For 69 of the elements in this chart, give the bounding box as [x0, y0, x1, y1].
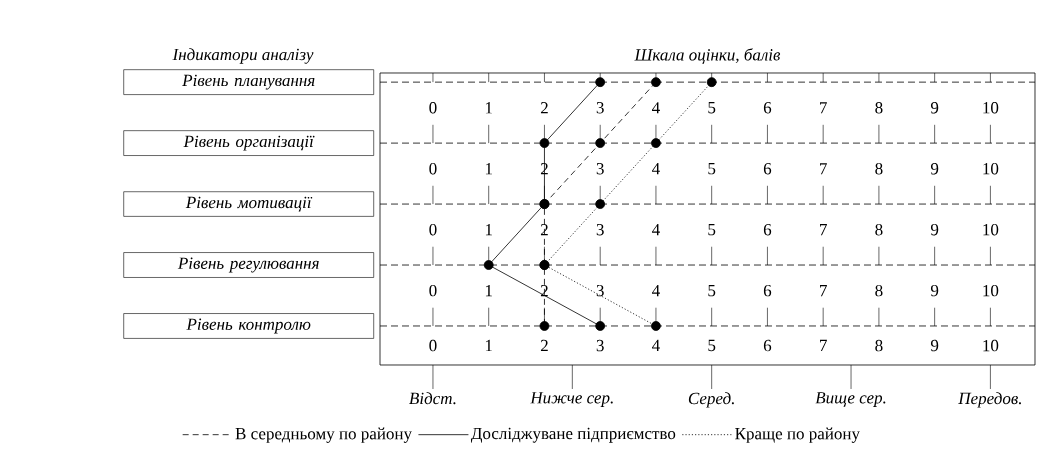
annotation: 1 [485, 224, 492, 236]
ref-line-label: Передов. [958, 392, 1021, 408]
annotation: 0 [429, 162, 437, 175]
x-tick-label: 7 [820, 339, 827, 351]
annotation: 2 [540, 102, 548, 114]
annotation: 4 [652, 285, 660, 297]
x-tick-label: 1 [485, 339, 492, 352]
annotation: 9 [930, 102, 939, 114]
annotation: 3 [596, 284, 604, 297]
annotation: 3 [596, 102, 604, 114]
annotation: 8 [875, 162, 883, 175]
x-tick-label: 8 [875, 339, 883, 352]
x-tick-label: 9 [930, 339, 939, 352]
x-tick-label: 2 [540, 339, 548, 352]
annotation: 8 [875, 284, 883, 297]
annotation: 3 [596, 162, 604, 175]
text: Індикатори аналізу [172, 48, 314, 64]
annotation: 8 [875, 223, 883, 236]
annotation: 5 [708, 102, 716, 114]
x-tick-label: 10 [983, 339, 999, 352]
annotation: 1 [485, 285, 492, 297]
annotation: 5 [708, 284, 716, 297]
annotation: 0 [429, 223, 437, 236]
annotation: 9 [930, 284, 939, 297]
chart-title: Шкала оцінки, балів [634, 48, 781, 64]
annotation: 10 [983, 223, 999, 236]
y-tick-label: Рівень планування [182, 74, 315, 90]
annotation: 6 [763, 223, 772, 236]
annotation: 1 [485, 102, 492, 114]
x-tick-label: 5 [708, 339, 716, 352]
annotation: 10 [983, 102, 999, 114]
annotation: 10 [983, 284, 999, 297]
annotation: 4 [652, 163, 660, 175]
annotation: 7 [820, 285, 827, 297]
x-tick-label: 6 [763, 339, 772, 352]
annotation: 6 [763, 284, 772, 297]
annotation: 10 [983, 162, 999, 175]
ref-line-label: Серед. [688, 392, 734, 408]
legend-label: Досліджуване підприємство [470, 427, 676, 443]
ref-line-label: Нижче сер. [530, 392, 613, 407]
y-tick-label: Рівень організації [183, 135, 315, 151]
y-tick-label: Рівень контролю [186, 318, 311, 334]
y-tick-label: Рівень регулювання [177, 257, 319, 273]
annotation: 6 [763, 162, 772, 175]
x-tick-label: 4 [652, 339, 660, 352]
annotation: 3 [596, 223, 604, 236]
legend-label: Краще по району [735, 427, 860, 443]
ref-line-label: Відст. [409, 392, 456, 405]
annotation: 8 [875, 102, 883, 114]
annotation: 7 [820, 224, 827, 236]
annotation: 4 [652, 102, 660, 114]
annotation: 4 [652, 224, 660, 236]
annotation: 6 [763, 102, 772, 114]
legend-label: В середньому по району [235, 427, 412, 443]
annotation: 7 [820, 102, 827, 114]
annotation: 5 [708, 224, 716, 236]
annotation: 9 [930, 162, 939, 175]
annotation: 5 [708, 163, 716, 175]
annotation: 7 [820, 163, 827, 175]
annotation: 9 [930, 223, 939, 236]
x-tick-label: 3 [596, 339, 604, 352]
annotation: 1 [485, 163, 492, 175]
annotation: 0 [429, 284, 437, 297]
annotation: 0 [429, 102, 437, 114]
y-tick-label: Рівень мотивації [185, 196, 313, 212]
ref-line-label: Вище сер. [815, 392, 886, 407]
annotation: 2 [540, 224, 548, 236]
x-tick-label: 0 [429, 339, 437, 352]
annotation: 2 [540, 284, 548, 297]
